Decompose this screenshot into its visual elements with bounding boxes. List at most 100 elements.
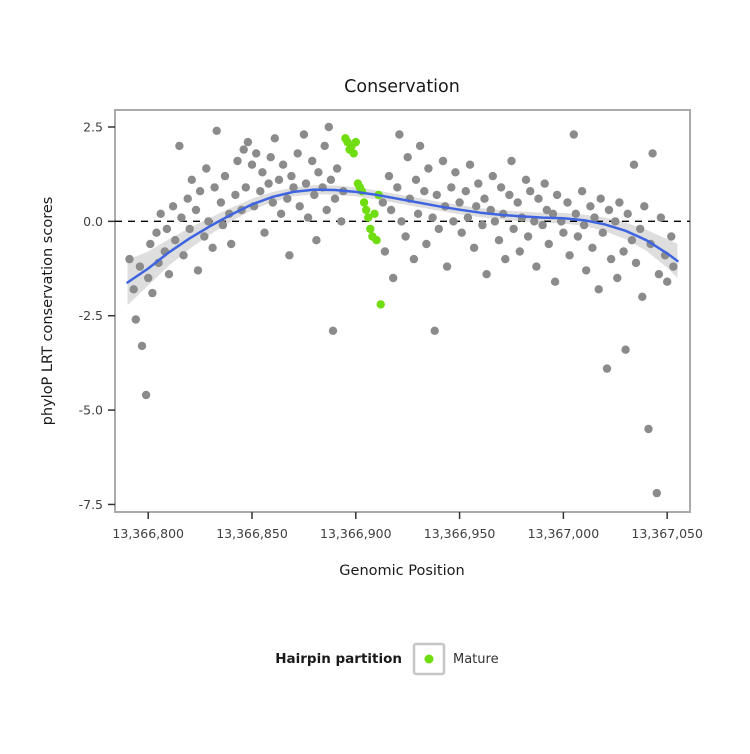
point-other [293,149,302,158]
point-other [656,213,666,222]
point-other [241,183,250,192]
point-other [482,270,491,279]
x-tick-label: 13,366,900 [320,526,392,541]
point-other [590,213,599,222]
point-other [515,247,524,256]
point-other [247,160,257,169]
point-other [204,217,213,226]
point-other [627,236,637,245]
y-axis-label: phyloP LRT conservation scores [40,197,56,426]
point-other [252,149,261,158]
x-axis: 13,366,800 13,366,850 13,366,900 13,366,950… [112,512,703,541]
point-other [131,315,140,324]
point-other [447,183,456,192]
point-other [413,209,423,218]
legend-title: Hairpin partition [275,651,402,667]
point-other [577,187,587,196]
y-tick-label: -7.5 [79,497,103,512]
point-other [613,273,622,283]
point-other [465,160,475,169]
point-other [268,198,277,207]
point-other [403,153,412,162]
point-other [428,213,437,222]
point-other [168,202,178,211]
point-other [534,194,543,203]
legend: Hairpin partition Mature [275,642,499,676]
point-other [183,194,192,203]
point-other [274,175,284,184]
point-other [494,236,504,245]
point-other [496,183,506,192]
point-other [588,243,597,252]
point-other [330,194,340,203]
legend-key-dot [424,654,434,664]
point-other [380,247,390,256]
point-mature [366,224,375,234]
point-other [505,190,514,200]
point-other [233,156,242,166]
point-other [598,228,607,237]
point-other [135,262,145,271]
point-other [538,220,547,230]
chart-title: Conservation [344,77,460,97]
point-other [397,217,406,226]
point-other [193,266,203,275]
point-other [378,198,387,207]
point-other [137,341,147,351]
point-mature [372,236,381,245]
point-other [619,247,628,256]
plot-panel [114,109,691,513]
y-axis: 2.5 0.0 -2.5 -5.0 -7.5 [79,119,115,512]
point-other [264,179,273,188]
point-other [571,209,580,218]
point-other [256,187,265,196]
point-mature [362,205,371,215]
point-other [648,149,657,158]
point-other [509,224,518,234]
point-other [278,160,288,169]
point-other [187,175,196,184]
point-other [652,488,661,498]
point-other [422,239,431,249]
point-mature [349,149,358,158]
point-other [490,217,500,226]
point-mature [370,209,379,218]
point-other [310,190,319,200]
point-other [420,187,429,196]
point-other [579,220,589,230]
point-other [125,254,134,264]
point-other [654,270,664,279]
point-other [469,243,479,252]
point-other [638,292,647,301]
point-other [663,277,672,286]
point-other [322,205,331,215]
point-other [212,126,221,135]
point-other [301,179,311,188]
point-other [501,254,510,264]
point-other [208,243,217,252]
point-other [480,194,489,203]
point-other [328,326,338,335]
point-other [523,232,533,241]
point-other [191,205,201,215]
point-other [438,156,448,166]
x-tick-label: 13,366,950 [424,526,496,541]
x-tick-label: 13,366,850 [216,526,288,541]
point-other [573,232,583,241]
point-other [530,217,539,226]
point-other [152,228,161,237]
point-other [442,262,452,271]
point-other [457,228,466,237]
y-tick-label: -2.5 [79,308,103,323]
point-other [552,190,562,200]
point-other [239,145,248,154]
point-other [532,262,541,271]
smooth-ribbon [127,185,678,306]
point-other [432,190,441,200]
points-mature [341,134,385,309]
point-mature [359,198,369,207]
point-other [521,175,531,184]
point-other [606,254,616,264]
point-other [542,205,551,215]
